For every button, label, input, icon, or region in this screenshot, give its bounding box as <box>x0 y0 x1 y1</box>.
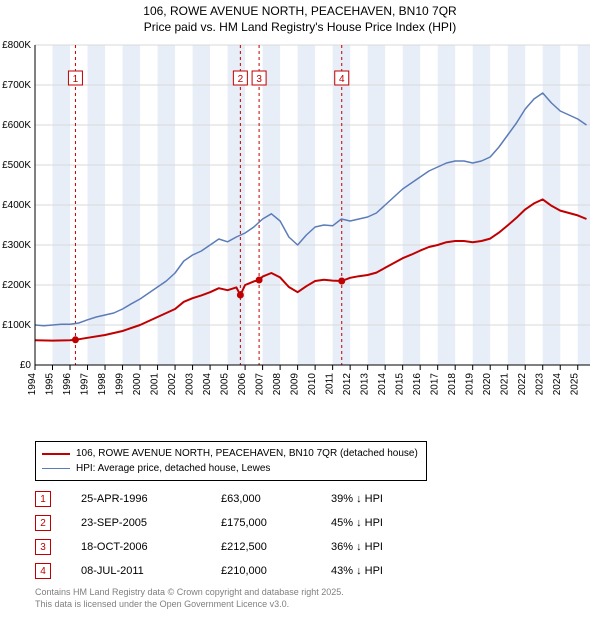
legend-label: HPI: Average price, detached house, Lewe… <box>76 461 270 476</box>
transaction-diff: 39% ↓ HPI <box>331 493 421 505</box>
transaction-price: £175,000 <box>221 517 301 529</box>
svg-text:2022: 2022 <box>517 373 528 396</box>
transaction-row: 4 08-JUL-2011 £210,000 43% ↓ HPI <box>35 563 600 579</box>
transaction-date: 23-SEP-2005 <box>81 517 191 529</box>
svg-text:2003: 2003 <box>185 373 196 396</box>
svg-text:2016: 2016 <box>412 373 423 396</box>
svg-text:£200K: £200K <box>2 280 31 291</box>
svg-text:1996: 1996 <box>62 373 73 396</box>
svg-text:1995: 1995 <box>45 373 56 396</box>
svg-text:2002: 2002 <box>167 373 178 396</box>
svg-text:1998: 1998 <box>97 373 108 396</box>
transaction-row: 3 18-OCT-2006 £212,500 36% ↓ HPI <box>35 539 600 555</box>
svg-text:£500K: £500K <box>2 160 31 171</box>
svg-text:2007: 2007 <box>255 373 266 396</box>
transaction-price: £63,000 <box>221 493 301 505</box>
svg-text:1999: 1999 <box>115 373 126 396</box>
svg-text:2011: 2011 <box>325 373 336 395</box>
legend-item: 106, ROWE AVENUE NORTH, PEACEHAVEN, BN10… <box>42 446 418 461</box>
svg-text:2023: 2023 <box>535 373 546 396</box>
svg-text:2021: 2021 <box>500 373 511 396</box>
svg-text:2017: 2017 <box>430 373 441 396</box>
legend-swatch <box>42 468 70 469</box>
footer-line-2: This data is licensed under the Open Gov… <box>35 599 600 611</box>
legend-label: 106, ROWE AVENUE NORTH, PEACEHAVEN, BN10… <box>76 446 418 461</box>
svg-text:2004: 2004 <box>202 373 213 396</box>
svg-text:1994: 1994 <box>27 373 38 396</box>
svg-text:1: 1 <box>73 74 79 85</box>
transaction-marker: 3 <box>35 539 51 555</box>
svg-text:2015: 2015 <box>395 373 406 396</box>
svg-text:2005: 2005 <box>220 373 231 396</box>
transaction-diff: 36% ↓ HPI <box>331 541 421 553</box>
chart-svg: £0 £100K £200K £300K £400K £500K £600K £700K £80… <box>0 35 600 435</box>
svg-text:2: 2 <box>238 74 244 85</box>
transaction-marker: 4 <box>35 563 51 579</box>
svg-text:2024: 2024 <box>552 373 563 396</box>
transaction-diff: 43% ↓ HPI <box>331 565 421 577</box>
transaction-date: 08-JUL-2011 <box>81 565 191 577</box>
svg-text:£800K: £800K <box>2 40 31 51</box>
chart-area: £0 £100K £200K £300K £400K £500K £600K £700K £80… <box>0 35 600 435</box>
transaction-diff: 45% ↓ HPI <box>331 517 421 529</box>
transaction-price: £210,000 <box>221 565 301 577</box>
transaction-list: 1 25-APR-1996 £63,000 39% ↓ HPI 2 23-SEP-2005… <box>35 491 600 579</box>
svg-text:£400K: £400K <box>2 200 31 211</box>
svg-text:2025: 2025 <box>570 373 581 396</box>
svg-text:4: 4 <box>339 74 345 85</box>
transaction-date: 25-APR-1996 <box>81 493 191 505</box>
transaction-date: 18-OCT-2006 <box>81 541 191 553</box>
svg-text:£100K: £100K <box>2 320 31 331</box>
footer-attribution: Contains HM Land Registry data © Crown c… <box>35 587 600 610</box>
svg-text:2010: 2010 <box>307 373 318 396</box>
svg-text:2019: 2019 <box>465 373 476 396</box>
chart-title: 106, ROWE AVENUE NORTH, PEACEHAVEN, BN10… <box>0 0 600 35</box>
transaction-marker: 2 <box>35 515 51 531</box>
title-line-1: 106, ROWE AVENUE NORTH, PEACEHAVEN, BN10… <box>0 4 600 20</box>
svg-text:2014: 2014 <box>377 373 388 396</box>
svg-text:2009: 2009 <box>290 373 301 396</box>
svg-text:2020: 2020 <box>482 373 493 396</box>
title-line-2: Price paid vs. HM Land Registry's House … <box>0 20 600 36</box>
svg-text:£600K: £600K <box>2 120 31 131</box>
svg-text:£0: £0 <box>20 360 32 371</box>
legend: 106, ROWE AVENUE NORTH, PEACEHAVEN, BN10… <box>35 441 427 481</box>
svg-text:£300K: £300K <box>2 240 31 251</box>
svg-text:2006: 2006 <box>237 373 248 396</box>
svg-text:1997: 1997 <box>80 373 91 396</box>
legend-item: HPI: Average price, detached house, Lewe… <box>42 461 418 476</box>
legend-swatch <box>42 453 70 455</box>
transaction-price: £212,500 <box>221 541 301 553</box>
transaction-row: 1 25-APR-1996 £63,000 39% ↓ HPI <box>35 491 600 507</box>
svg-text:2013: 2013 <box>360 373 371 396</box>
svg-text:2001: 2001 <box>150 373 161 396</box>
svg-text:2000: 2000 <box>132 373 143 396</box>
footer-line-1: Contains HM Land Registry data © Crown c… <box>35 587 600 599</box>
svg-text:2008: 2008 <box>272 373 283 396</box>
transaction-marker: 1 <box>35 491 51 507</box>
transaction-row: 2 23-SEP-2005 £175,000 45% ↓ HPI <box>35 515 600 531</box>
svg-text:2018: 2018 <box>447 373 458 396</box>
svg-text:3: 3 <box>256 74 262 85</box>
svg-text:2012: 2012 <box>342 373 353 396</box>
svg-text:£700K: £700K <box>2 80 31 91</box>
